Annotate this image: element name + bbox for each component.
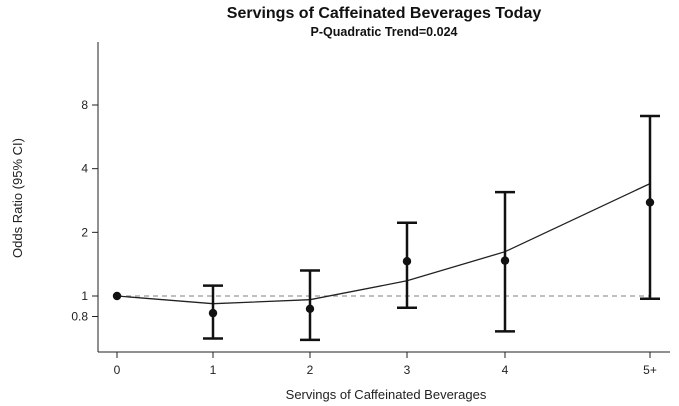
x-axis-label: Servings of Caffeinated Beverages [286,387,487,402]
data-point [305,304,315,313]
data-points [112,198,655,318]
y-tick-label: 2 [81,225,88,239]
error-bars [203,114,660,342]
chart-title: Servings of Caffeinated Beverages Today [227,5,542,22]
y-tick-label: 1 [81,289,88,303]
y-tick-label: 4 [81,162,88,176]
data-point [500,256,510,265]
data-point [208,308,218,318]
data-point [402,257,412,266]
x-axis-ticks: 0 1 2 3 4 5+ [114,352,657,377]
data-point [112,291,122,301]
y-axis-label: Odds Ratio (95% CI) [10,138,25,258]
x-tick-label: 5+ [643,363,657,377]
chart-subtitle: P-Quadratic Trend=0.024 [311,25,458,39]
data-point [645,198,655,207]
y-axis-ticks: 0.8 1 2 4 8 [71,98,98,323]
x-tick-label: 0 [114,363,121,377]
y-tick-label: 0.8 [71,309,88,323]
x-tick-label: 3 [404,363,411,377]
y-tick-label: 8 [81,98,88,112]
quadratic-trend-line [116,183,651,305]
x-tick-label: 4 [502,363,509,377]
x-tick-label: 1 [210,363,217,377]
x-tick-label: 2 [307,363,314,377]
